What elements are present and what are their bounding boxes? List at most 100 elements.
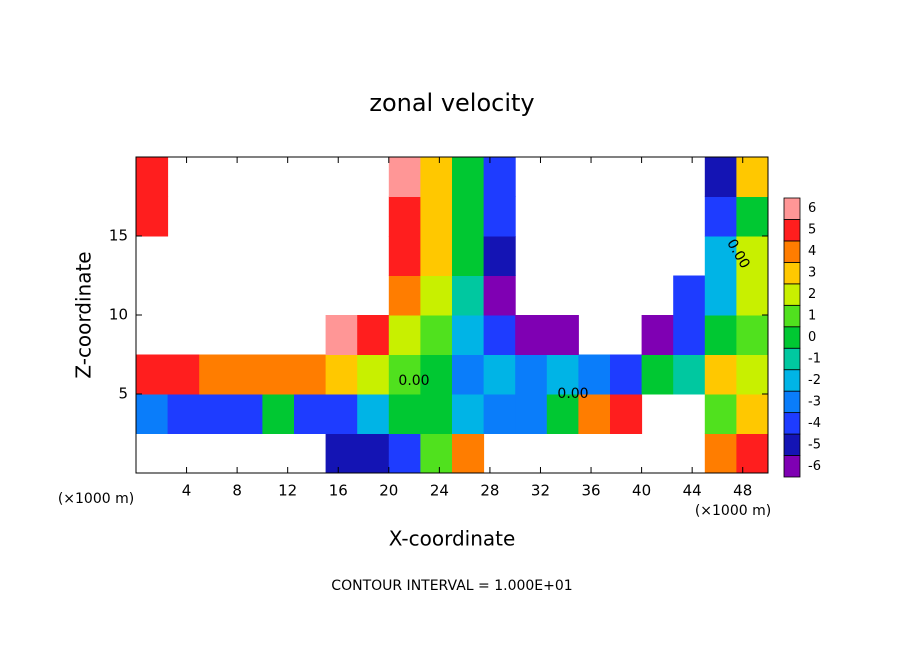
cell: [420, 275, 453, 316]
cell: [736, 157, 769, 197]
x-unit-label: (×1000 m): [695, 503, 771, 519]
colorbar-box: [783, 326, 801, 349]
colorbar-label: -5: [808, 437, 821, 452]
cell: [388, 394, 421, 434]
x-tick-label: 12: [278, 482, 297, 500]
x-tick-label: 32: [531, 482, 550, 500]
colorbar-label: 2: [808, 287, 816, 302]
cell: [388, 157, 421, 197]
cell: [230, 354, 263, 395]
cell: [546, 354, 579, 395]
cell: [420, 196, 453, 237]
cell: [515, 394, 548, 434]
colorbar-box: [783, 433, 801, 456]
x-tick-label: 24: [430, 482, 449, 500]
colorbar-label: -3: [808, 394, 821, 409]
colorbar-box: [783, 390, 801, 414]
cell: [452, 394, 485, 434]
cell: [420, 157, 453, 197]
cell: [483, 196, 516, 237]
cell: [483, 157, 516, 197]
cell: [546, 315, 579, 355]
cell: [388, 315, 421, 355]
cell: [388, 354, 421, 395]
colorbar-label: 3: [808, 266, 816, 281]
colorbar-label: 4: [808, 244, 816, 259]
cell: [515, 315, 548, 355]
cell: [136, 354, 169, 395]
colorbar-box: [783, 197, 801, 220]
cell: [641, 354, 674, 395]
cell: [578, 354, 611, 395]
cell: [452, 354, 485, 395]
contour-label: 0.00: [557, 386, 588, 402]
cell: [736, 196, 769, 237]
cell: [483, 354, 516, 395]
cell: [420, 315, 453, 355]
x-tick-label: 28: [480, 482, 499, 500]
cell: [325, 433, 358, 474]
contour-label: 0.00: [398, 373, 429, 389]
cell: [546, 394, 579, 434]
cell: [515, 354, 548, 395]
x-tick-label: 16: [329, 482, 348, 500]
cell: [136, 394, 169, 434]
cell: [420, 394, 453, 434]
cell: [357, 354, 390, 395]
cell: [452, 236, 485, 276]
cell: [704, 275, 737, 316]
y-tick-label: 15: [109, 227, 128, 245]
colorbar-box: [783, 219, 801, 242]
cell: [452, 275, 485, 316]
cell: [420, 354, 453, 395]
cell: [736, 354, 769, 395]
colorbar-label: 6: [808, 201, 816, 216]
cell: [167, 354, 200, 395]
y-tick-label: 5: [118, 385, 128, 403]
cell: [325, 354, 358, 395]
cell: [610, 394, 643, 434]
cell: [325, 315, 358, 355]
cell: [704, 394, 737, 434]
cell: [704, 236, 737, 276]
cell: [704, 315, 737, 355]
x-tick-label: 40: [632, 482, 651, 500]
colorbar-label: -1: [808, 351, 821, 366]
cell: [736, 394, 769, 434]
x-tick-label: 48: [733, 482, 752, 500]
cell: [578, 394, 611, 434]
colorbar-box: [783, 347, 801, 371]
colorbar-label: -6: [808, 459, 821, 474]
cell: [704, 433, 737, 474]
cell: [294, 394, 327, 434]
cell: [704, 157, 737, 197]
x-tick-label: 8: [232, 482, 242, 500]
cell: [325, 394, 358, 434]
cell: [736, 315, 769, 355]
y-axis-label: Z-coordinate: [72, 251, 96, 378]
cell: [357, 433, 390, 474]
x-tick-label: 36: [581, 482, 600, 500]
colorbar-box: [783, 412, 801, 435]
cell: [641, 315, 674, 355]
cell: [736, 275, 769, 316]
cell: [452, 433, 485, 474]
field: [136, 157, 769, 474]
x-tick-label: 44: [683, 482, 702, 500]
colorbar-label: 1: [808, 309, 816, 324]
cell: [736, 236, 769, 276]
cell: [388, 236, 421, 276]
colorbar-box: [783, 304, 801, 328]
cell: [673, 275, 706, 316]
cell: [262, 394, 295, 434]
cell: [357, 315, 390, 355]
cell: [420, 433, 453, 474]
cell: [136, 196, 169, 237]
colorbar-label: 0: [808, 330, 816, 345]
x-axis-label: X-coordinate: [389, 527, 516, 551]
cell: [483, 275, 516, 316]
cell: [167, 394, 200, 434]
cell: [199, 394, 232, 434]
cell: [388, 275, 421, 316]
